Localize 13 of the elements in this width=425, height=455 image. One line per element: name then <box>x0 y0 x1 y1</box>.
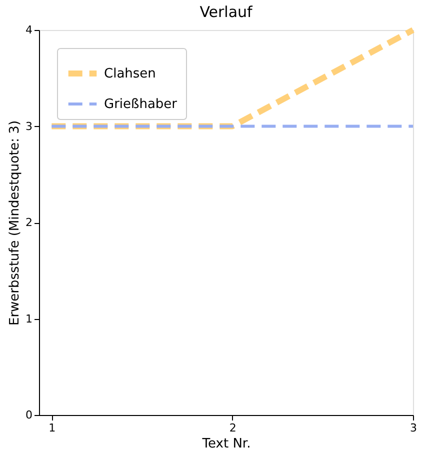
y-axis-title: Erwerbsstufe (Mindestquote: 3) <box>8 120 22 326</box>
legend-label: Clahsen <box>104 66 156 82</box>
y-tick-label: 3 <box>26 120 32 133</box>
y-tick-label: 2 <box>26 216 32 229</box>
x-tick-label: 2 <box>229 422 236 434</box>
legend-label: Grießhaber <box>104 97 178 112</box>
x-axis-title: Text Nr. <box>201 436 251 452</box>
chart-title: Verlauf <box>200 3 254 21</box>
y-tick-label: 1 <box>26 312 32 326</box>
x-tick-label: 1 <box>48 422 56 434</box>
y-tick-label: 0 <box>26 408 32 422</box>
y-tick-label: 4 <box>26 24 32 36</box>
x-tick-label: 3 <box>410 422 417 434</box>
